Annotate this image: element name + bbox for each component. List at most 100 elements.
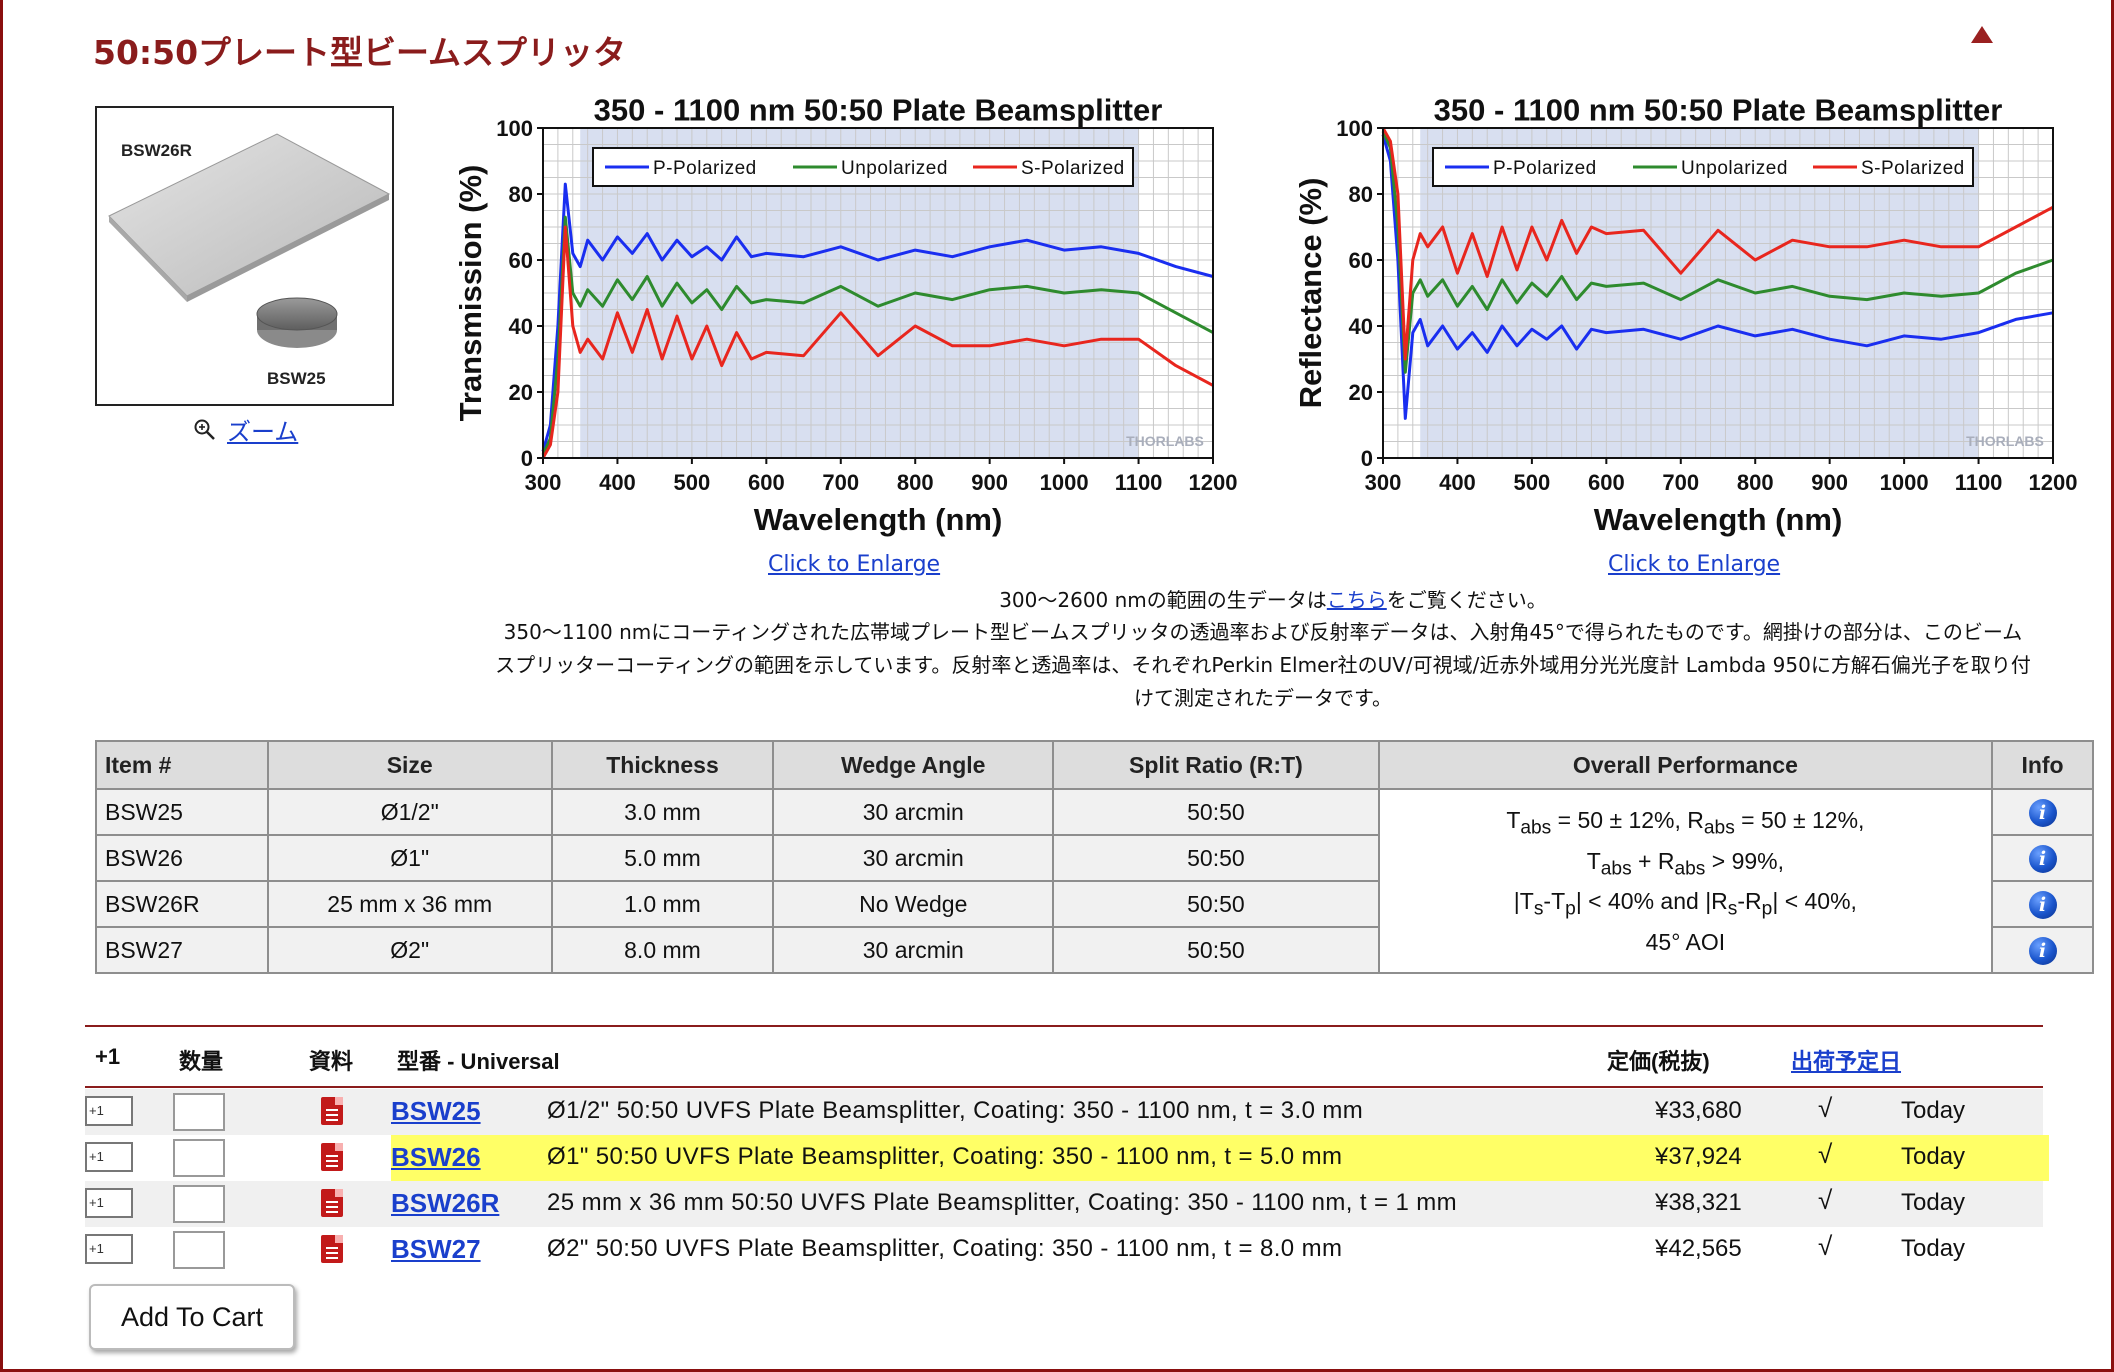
series-line-s-polarized (1381, 127, 2054, 361)
col-header-qty: 数量 (179, 1049, 224, 1074)
cell-info[interactable]: i (1991, 788, 2094, 836)
chart-title: 350 - 1100 nm 50:50 Plate Beamsplitter (594, 92, 1163, 127)
overall-performance: Tabs = 50 ± 12%, Rabs = 50 ± 12%, Tabs +… (1377, 788, 1994, 974)
info-icon[interactable]: i (2028, 936, 2057, 965)
col-header-ship-link[interactable]: 出荷予定日 (1791, 1049, 1902, 1074)
reflectance-chart[interactable]: 350 - 1100 nm 50:50 Plate Beamsplitter TH… (1273, 92, 2093, 552)
legend-label: S-Polarized (1861, 158, 1965, 179)
part-description: 25 mm x 36 mm 50:50 UVFS Plate Beamsplit… (547, 1189, 1458, 1216)
price: ¥37,924 (1655, 1143, 1742, 1170)
x-tick-label: 500 (1514, 470, 1551, 495)
plot-frame (542, 127, 1214, 459)
legend-box (592, 147, 1134, 187)
info-icon[interactable]: i (2028, 798, 2057, 827)
zoom-link[interactable]: ズーム (193, 412, 298, 447)
col-header-performance: Overall Performance (1377, 740, 1994, 790)
enlarge-link-reflectance[interactable]: Click to Enlarge (1608, 552, 1781, 577)
info-icon[interactable]: i (2028, 890, 2057, 919)
y-tick-label: 100 (1336, 116, 1373, 141)
part-description: Ø1/2" 50:50 UVFS Plate Beamsplitter, Coa… (547, 1097, 1364, 1124)
raw-data-link[interactable]: こちら (1326, 588, 1387, 612)
zoom-label[interactable]: ズーム (227, 418, 299, 446)
quantity-input[interactable] (173, 1139, 225, 1177)
cell-ratio: 50:50 (1052, 880, 1380, 928)
quantity-input[interactable] (173, 1093, 225, 1131)
quantity-input[interactable] (173, 1185, 225, 1223)
cell-wedge: 30 arcmin (772, 834, 1055, 882)
x-axis-label: Wavelength (nm) (1594, 502, 1843, 537)
add-one-cart-icon[interactable]: +1 (85, 1234, 133, 1264)
x-tick-label: 1200 (1189, 470, 1238, 495)
part-number-link[interactable]: BSW27 (391, 1234, 481, 1264)
document-icon[interactable] (321, 1097, 343, 1125)
cell-info[interactable]: i (1991, 926, 2094, 974)
ship-date: Today (1901, 1235, 1966, 1262)
purchase-row: +1 BSW25 Ø1/2" 50:50 UVFS Plate Beamspli… (85, 1089, 2043, 1135)
y-tick-label: 80 (509, 182, 533, 207)
add-one-cart-icon[interactable]: +1 (85, 1142, 133, 1172)
transmission-chart[interactable]: 350 - 1100 nm 50:50 Plate Beamsplitter TH… (433, 92, 1253, 552)
cell-info[interactable]: i (1991, 880, 2094, 928)
cell-wedge: 30 arcmin (772, 788, 1055, 836)
y-tick-label: 40 (509, 314, 533, 339)
x-tick-label: 400 (599, 470, 636, 495)
table-row: BSW26 Ø1" 5.0 mm 30 arcmin 50:50 i (95, 834, 2094, 882)
add-one-cart-icon[interactable]: +1 (85, 1096, 133, 1126)
in-stock-check-icon: √ (1818, 1185, 1833, 1215)
cell-info[interactable]: i (1991, 834, 2094, 882)
cell-ratio: 50:50 (1052, 788, 1380, 836)
description-line: スプリッターコーティングの範囲を示しています。反射率と透過率は、それぞれPerk… (495, 653, 2031, 677)
part-number-link[interactable]: BSW25 (391, 1096, 481, 1126)
zoom-magnifier-icon (194, 419, 215, 440)
cell-size: Ø2" (266, 926, 553, 974)
enlarge-link-transmission[interactable]: Click to Enlarge (768, 552, 941, 577)
col-header-thickness: Thickness (550, 740, 775, 790)
beamsplitter-illustration: BSW26R BSW25 (108, 133, 391, 388)
x-tick-label: 1100 (1955, 470, 2003, 495)
cell-ratio: 50:50 (1052, 926, 1380, 974)
add-to-cart-button[interactable]: Add To Cart (89, 1284, 295, 1350)
y-tick-label: 80 (1349, 182, 1373, 207)
quantity-input[interactable] (173, 1231, 225, 1269)
purchase-divider (85, 1025, 2043, 1027)
x-axis-label: Wavelength (nm) (754, 502, 1003, 537)
part-number-link[interactable]: BSW26R (391, 1188, 500, 1218)
purchase-row: +1 BSW26R 25 mm x 36 mm 50:50 UVFS Plate… (85, 1181, 2043, 1227)
part-number-link[interactable]: BSW26 (391, 1142, 481, 1172)
legend-label: S-Polarized (1021, 158, 1125, 179)
chart-legend: P-Polarized Unpolarized S-Polarized (592, 147, 1134, 187)
image-label-small: BSW25 (267, 369, 326, 388)
back-to-top-icon[interactable] (1971, 26, 1993, 43)
ship-date: Today (1901, 1097, 1966, 1124)
document-icon[interactable] (321, 1189, 343, 1217)
cell-thickness: 8.0 mm (550, 926, 775, 974)
cell-item: BSW26R (95, 880, 269, 928)
document-icon[interactable] (321, 1235, 343, 1263)
series-line-p-polarized (541, 182, 1214, 452)
series-line-s-polarized (541, 225, 1214, 459)
col-header-info: Info (1991, 740, 2094, 790)
raw-data-note: 300～2600 nmの範囲の生データはこちらをご覧ください。 (443, 584, 2103, 613)
product-image[interactable]: BSW26R BSW25 (95, 106, 394, 406)
cell-thickness: 5.0 mm (550, 834, 775, 882)
info-icon[interactable]: i (2028, 844, 2057, 873)
x-tick-label: 700 (1662, 470, 1699, 495)
x-tick-label: 1000 (1040, 470, 1089, 495)
document-icon[interactable] (321, 1143, 343, 1171)
price: ¥33,680 (1655, 1097, 1742, 1124)
spec-table: Item # Size Thickness Wedge Angle Split … (95, 740, 2094, 974)
add-one-cart-icon[interactable]: +1 (85, 1188, 133, 1218)
legend-box (1432, 147, 1974, 187)
ship-date: Today (1901, 1143, 1966, 1170)
watermark: THORLABS (1966, 433, 2044, 449)
x-tick-label: 1100 (1115, 470, 1163, 495)
price: ¥38,321 (1655, 1189, 1742, 1216)
ship-date: Today (1901, 1189, 1966, 1216)
plot-frame (1382, 127, 2054, 459)
series-line-p-polarized (1381, 134, 2054, 420)
col-header-item: Item # (95, 740, 269, 790)
x-tick-label: 600 (748, 470, 785, 495)
cell-item: BSW27 (95, 926, 269, 974)
spec-header-row: Item # Size Thickness Wedge Angle Split … (95, 740, 2094, 790)
